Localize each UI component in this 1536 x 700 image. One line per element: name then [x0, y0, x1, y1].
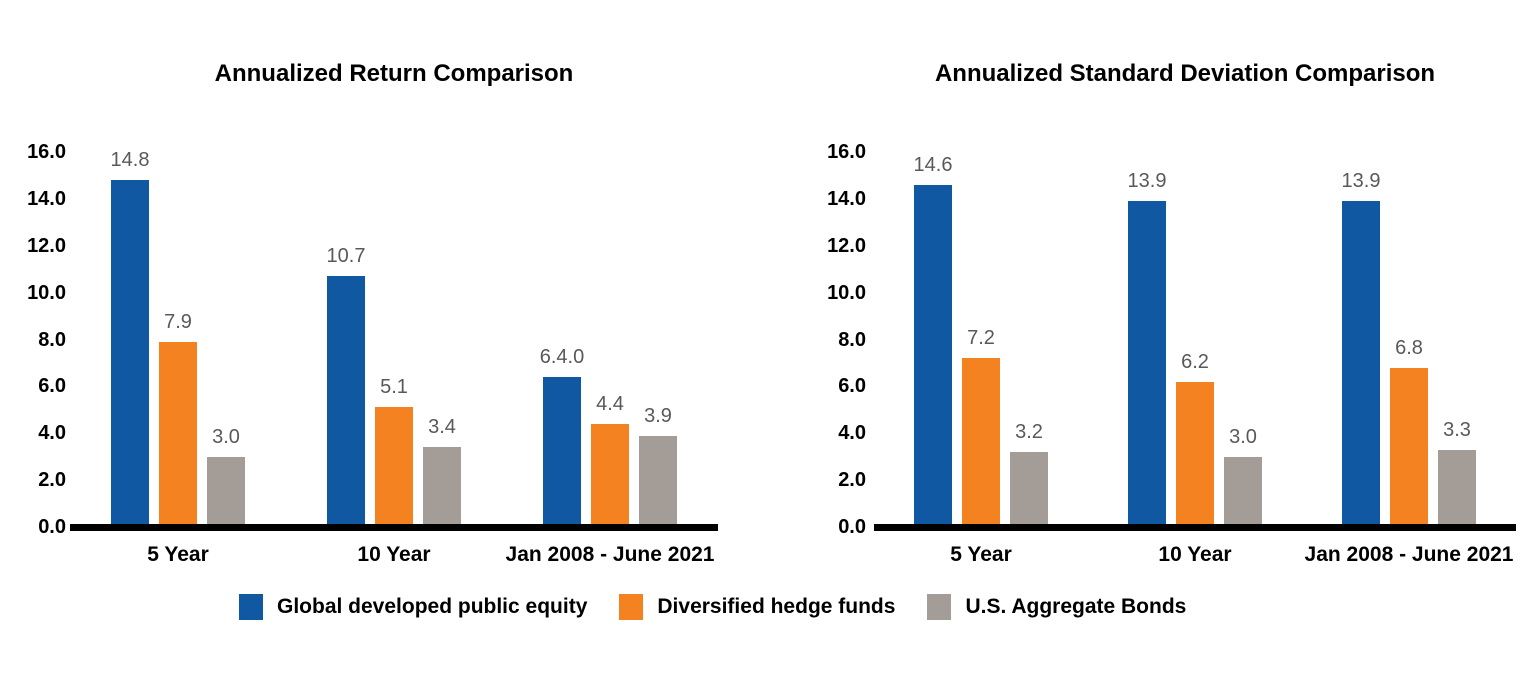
bar-value-label: 3.0	[1229, 426, 1257, 448]
bar	[1128, 201, 1166, 530]
y-axis-tick-label: 8.0	[838, 329, 866, 351]
bar-value-label: 6.4.0	[539, 346, 585, 368]
y-axis-tick-label: 16.0	[27, 141, 66, 163]
y-axis-tick-label: 8.0	[38, 329, 66, 351]
legend-label: U.S. Aggregate Bonds	[965, 595, 1187, 618]
bar-value-label: 3.2	[1015, 421, 1043, 443]
bar-value-label: 10.7	[326, 245, 366, 267]
bar-value-label: 3.3	[1443, 419, 1471, 441]
bar-value-label: 6.2	[1181, 351, 1209, 373]
legend-item: Global developed public equity	[239, 594, 587, 620]
bar	[914, 185, 952, 530]
bar	[159, 342, 197, 530]
bar	[639, 436, 677, 530]
x-category-label: 5 Year	[950, 543, 1012, 566]
y-axis-tick-label: 10.0	[27, 282, 66, 304]
x-category-label: 10 Year	[357, 543, 431, 566]
y-axis-tick-label: 0.0	[38, 516, 66, 538]
bar-value-label: 13.9	[1341, 170, 1381, 192]
bar-value-label: 3.0	[212, 426, 240, 448]
bar	[111, 180, 149, 530]
bar	[543, 377, 581, 530]
y-axis-tick-label: 6.0	[838, 375, 866, 397]
y-axis-tick-label: 0.0	[838, 516, 866, 538]
y-axis-tick-label: 2.0	[838, 469, 866, 491]
bar	[423, 447, 461, 530]
bar-value-label: 7.2	[967, 327, 995, 349]
x-category-label: 5 Year	[147, 543, 209, 566]
x-axis-line	[874, 524, 1516, 531]
bar	[375, 407, 413, 530]
y-axis-tick-label: 12.0	[27, 235, 66, 257]
legend-label: Global developed public equity	[277, 595, 588, 618]
legend-label: Diversified hedge funds	[657, 595, 896, 618]
y-axis-tick-label: 6.0	[38, 375, 66, 397]
bar-value-label: 6.8	[1395, 337, 1423, 359]
bar	[327, 276, 365, 530]
y-axis-tick-label: 14.0	[827, 188, 866, 210]
bar	[1342, 201, 1380, 530]
bar	[1390, 368, 1428, 530]
bar	[1224, 457, 1262, 530]
bar-value-label: 4.4	[596, 393, 624, 415]
y-axis-tick-label: 2.0	[38, 469, 66, 491]
y-axis-tick-label: 4.0	[838, 422, 866, 444]
bar-value-label: 3.9	[644, 405, 672, 427]
x-category-label: Jan 2008 - June 2021	[1304, 543, 1514, 566]
legend-item: Diversified hedge funds	[619, 594, 895, 620]
bar	[1176, 382, 1214, 530]
bar-value-label: 14.8	[110, 149, 150, 171]
x-category-label: 10 Year	[1158, 543, 1232, 566]
legend-swatch-icon	[927, 594, 952, 620]
bar	[962, 358, 1000, 530]
legend: Global developed public equity Diversifie…	[239, 594, 1186, 620]
bar	[591, 424, 629, 530]
x-axis-line	[70, 524, 718, 531]
chart-title-annualized-standard-deviation: Annualized Standard Deviation Comparison	[934, 60, 1436, 87]
y-axis-tick-label: 4.0	[38, 422, 66, 444]
bar-value-label: 5.1	[380, 376, 408, 398]
chart-title-annualized-return: Annualized Return Comparison	[214, 60, 574, 87]
legend-swatch-icon	[239, 594, 263, 620]
bar	[1438, 450, 1476, 530]
bar	[1010, 452, 1048, 530]
y-axis-tick-label: 14.0	[27, 188, 66, 210]
x-category-label: Jan 2008 - June 2021	[505, 543, 715, 566]
y-axis-tick-label: 10.0	[827, 282, 866, 304]
bar-value-label: 3.4	[428, 416, 456, 438]
bar-value-label: 13.9	[1127, 170, 1167, 192]
legend-item: U.S. Aggregate Bonds	[927, 594, 1186, 620]
y-axis-tick-label: 16.0	[827, 141, 866, 163]
legend-swatch-icon	[619, 594, 644, 620]
bar-value-label: 7.9	[164, 311, 192, 333]
y-axis-tick-label: 12.0	[827, 235, 866, 257]
bar	[207, 457, 245, 530]
bar-value-label: 14.6	[913, 154, 953, 176]
